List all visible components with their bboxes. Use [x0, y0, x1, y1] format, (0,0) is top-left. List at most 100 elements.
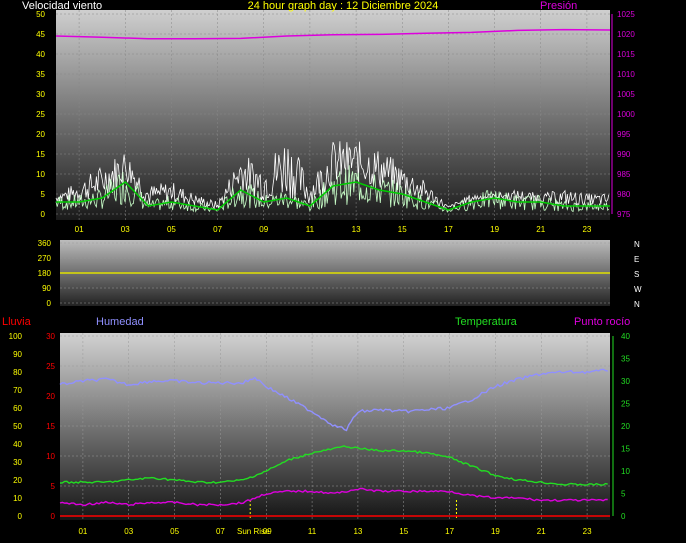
pressure-y-tick: 985 [617, 170, 631, 179]
compass-label: N [634, 240, 640, 249]
humidity-y-tick: 60 [13, 404, 22, 413]
wind-x-tick: 09 [259, 225, 268, 234]
rain-y-tick: 0 [51, 512, 56, 521]
wind-x-tick: 15 [398, 225, 407, 234]
pressure-y-tick: 995 [617, 130, 631, 139]
humidity-label: Humedad [96, 316, 144, 328]
wind-y-tick: 50 [36, 10, 45, 19]
humidity-line [59, 368, 608, 432]
wind-y-tick: 25 [36, 110, 45, 119]
temperature-line [59, 445, 608, 486]
rain-y-tick: 25 [46, 362, 55, 371]
temperature-label: Temperatura [455, 316, 518, 328]
wind-y-tick: 10 [36, 170, 45, 179]
wind-y-tick: 15 [36, 150, 45, 159]
direction-y-tick: 90 [42, 284, 51, 293]
pressure-line [55, 28, 611, 40]
humidity-x-tick: 13 [353, 527, 362, 536]
dewpoint-line [59, 487, 608, 507]
rain-y-tick: 5 [51, 482, 56, 491]
pressure-y-tick: 975 [617, 210, 631, 219]
compass-label: E [634, 255, 639, 264]
humidity-x-tick: 19 [491, 527, 500, 536]
humidity-y-tick: 50 [13, 422, 22, 431]
pressure-label: Presión [540, 0, 577, 12]
direction-y-tick: 0 [47, 299, 52, 308]
wind-x-tick: 11 [306, 225, 315, 234]
pressure-y-tick: 980 [617, 190, 631, 199]
wind-x-tick: 07 [213, 225, 222, 234]
wind-x-tick: 21 [536, 225, 545, 234]
wind-y-tick: 0 [41, 210, 46, 219]
wind-x-tick: 17 [444, 225, 453, 234]
rain-y-tick: 30 [46, 332, 55, 341]
humidity-x-tick: 01 [78, 527, 87, 536]
wind-panel-bg [56, 10, 610, 220]
humidity-x-tick: 09 [263, 527, 272, 536]
rain-y-tick: 20 [46, 392, 55, 401]
humidity-x-tick: 03 [124, 527, 133, 536]
wind-y-tick: 40 [36, 50, 45, 59]
temperature-y-tick: 20 [621, 422, 630, 431]
pressure-y-tick: 1005 [617, 90, 635, 99]
temperature-y-tick: 35 [621, 355, 630, 364]
humidity-y-tick: 30 [13, 458, 22, 467]
humidity-x-tick: 21 [537, 527, 546, 536]
temperature-y-tick: 0 [621, 512, 626, 521]
compass-label: S [634, 270, 639, 279]
temperature-y-tick: 40 [621, 332, 630, 341]
temperature-y-tick: 30 [621, 377, 630, 386]
wind-x-tick: 13 [352, 225, 361, 234]
wind-average-line [56, 181, 610, 211]
humidity-y-tick: 20 [13, 476, 22, 485]
wind-speed-label: Velocidad viento [22, 0, 102, 12]
direction-y-tick: 270 [38, 254, 52, 263]
wind-y-tick: 35 [36, 70, 45, 79]
compass-label: W [634, 285, 642, 294]
temperature-y-tick: 10 [621, 467, 630, 476]
compass-label: N [634, 300, 640, 309]
direction-y-tick: 360 [38, 239, 52, 248]
humidity-panel-bg [60, 333, 610, 520]
direction-y-tick: 180 [38, 269, 52, 278]
humidity-y-tick: 100 [9, 332, 23, 341]
pressure-y-tick: 1025 [617, 10, 635, 19]
pressure-y-tick: 1010 [617, 70, 635, 79]
humidity-x-tick: 07 [216, 527, 225, 536]
humidity-y-tick: 10 [13, 494, 22, 503]
wind-y-tick: 5 [41, 190, 46, 199]
rain-y-tick: 10 [46, 452, 55, 461]
wind-gust-line [55, 141, 610, 210]
humidity-y-tick: 40 [13, 440, 22, 449]
wind-x-tick: 01 [75, 225, 84, 234]
temperature-y-tick: 25 [621, 400, 630, 409]
humidity-x-tick: 11 [308, 527, 317, 536]
chart-title: 24 hour graph day : 12 Diciembre 2024 [248, 0, 439, 12]
rain-label: Lluvia [2, 316, 32, 328]
rain-y-tick: 15 [46, 422, 55, 431]
pressure-y-tick: 1015 [617, 50, 635, 59]
wind-x-tick: 23 [582, 225, 591, 234]
wind-x-tick: 03 [121, 225, 130, 234]
humidity-y-tick: 0 [18, 512, 23, 521]
humidity-y-tick: 90 [13, 350, 22, 359]
pressure-y-tick: 990 [617, 150, 631, 159]
wind-y-tick: 30 [36, 90, 45, 99]
pressure-y-tick: 1000 [617, 110, 635, 119]
humidity-y-tick: 70 [13, 386, 22, 395]
humidity-x-tick: 05 [170, 527, 179, 536]
wind-x-tick: 19 [490, 225, 499, 234]
pressure-y-tick: 1020 [617, 30, 635, 39]
temperature-y-tick: 5 [621, 490, 626, 499]
wind-y-tick: 20 [36, 130, 45, 139]
humidity-x-tick: 15 [399, 527, 408, 536]
humidity-x-tick: 23 [583, 527, 592, 536]
wind-x-tick: 05 [167, 225, 176, 234]
temperature-y-tick: 15 [621, 445, 630, 454]
dewpoint-label: Punto rocío [574, 316, 630, 328]
sunrise-label: Sun Rise [237, 527, 270, 536]
humidity-x-tick: 17 [445, 527, 454, 536]
wind-y-tick: 45 [36, 30, 45, 39]
humidity-y-tick: 80 [13, 368, 22, 377]
